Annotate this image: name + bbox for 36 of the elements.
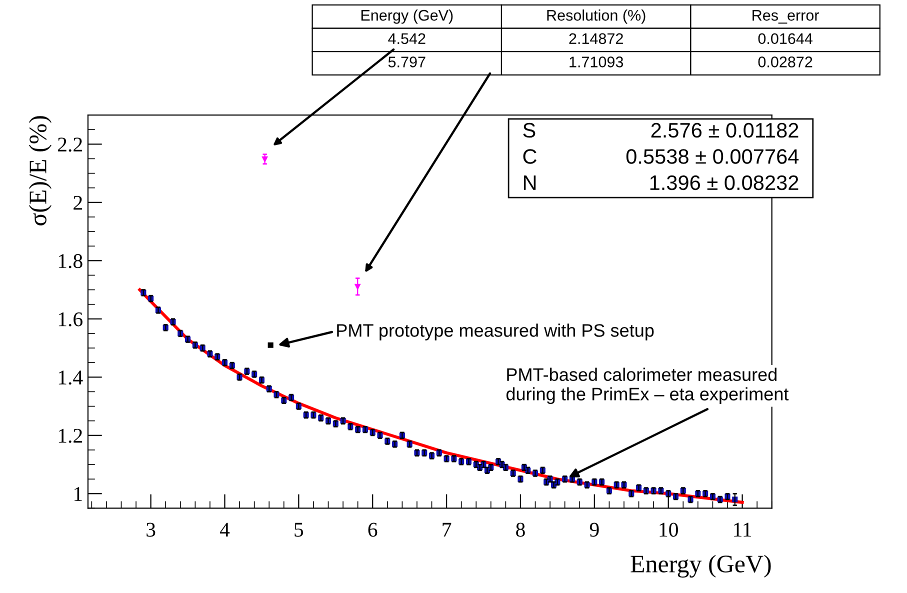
annotation: 0.5538 ± 0.007764	[626, 149, 799, 164]
annotation: N	[524, 176, 536, 190]
x-tick-label: 7	[442, 522, 452, 537]
x-tick-label: 11	[734, 522, 752, 537]
annotation: PMT prototype measured with PS setup	[337, 324, 654, 340]
y-tick-label: 1.8	[58, 254, 82, 268]
x-tick-label: 3	[146, 522, 156, 537]
text: 4.542	[388, 33, 426, 44]
x-tick-label: 5	[294, 522, 304, 537]
text: Energy (GeV)	[361, 10, 453, 24]
annotation: 2.576 ± 0.01182	[651, 122, 798, 138]
text: 2.14872	[569, 33, 623, 44]
y-tick-label: 1	[74, 487, 82, 501]
annotation: C	[523, 149, 536, 164]
x-tick-label: 6	[368, 522, 378, 537]
x-tick-label: 10	[660, 522, 678, 537]
y-tick-label: 2.2	[58, 138, 82, 152]
text: 0.02872	[758, 56, 812, 68]
x-tick-label: 9	[590, 522, 599, 537]
text: 5.797	[388, 56, 426, 68]
y-axis-title: σ(E)/E (%)	[28, 116, 52, 226]
text: 1.71093	[570, 56, 624, 68]
x-axis-title: Energy (GeV)	[630, 554, 771, 578]
point	[268, 342, 274, 348]
y-tick-label: 1.6	[58, 312, 82, 326]
text: Resolution (%)	[547, 10, 646, 24]
x-tick-label: 4	[220, 522, 230, 537]
x-tick-label: 8	[516, 522, 525, 537]
text: Res_error	[752, 10, 820, 24]
text: 0.01644	[758, 33, 812, 44]
y-tick-label: 1.2	[58, 428, 82, 443]
annotation: PMT-based calorimeter measured during the PrimEx – eta experiment	[506, 368, 789, 404]
annotation: 1.396 ± 0.08232	[650, 175, 798, 190]
y-tick-label: 1.4	[58, 370, 83, 385]
annotation: S	[523, 122, 536, 138]
y-tick-label: 2	[74, 196, 82, 210]
